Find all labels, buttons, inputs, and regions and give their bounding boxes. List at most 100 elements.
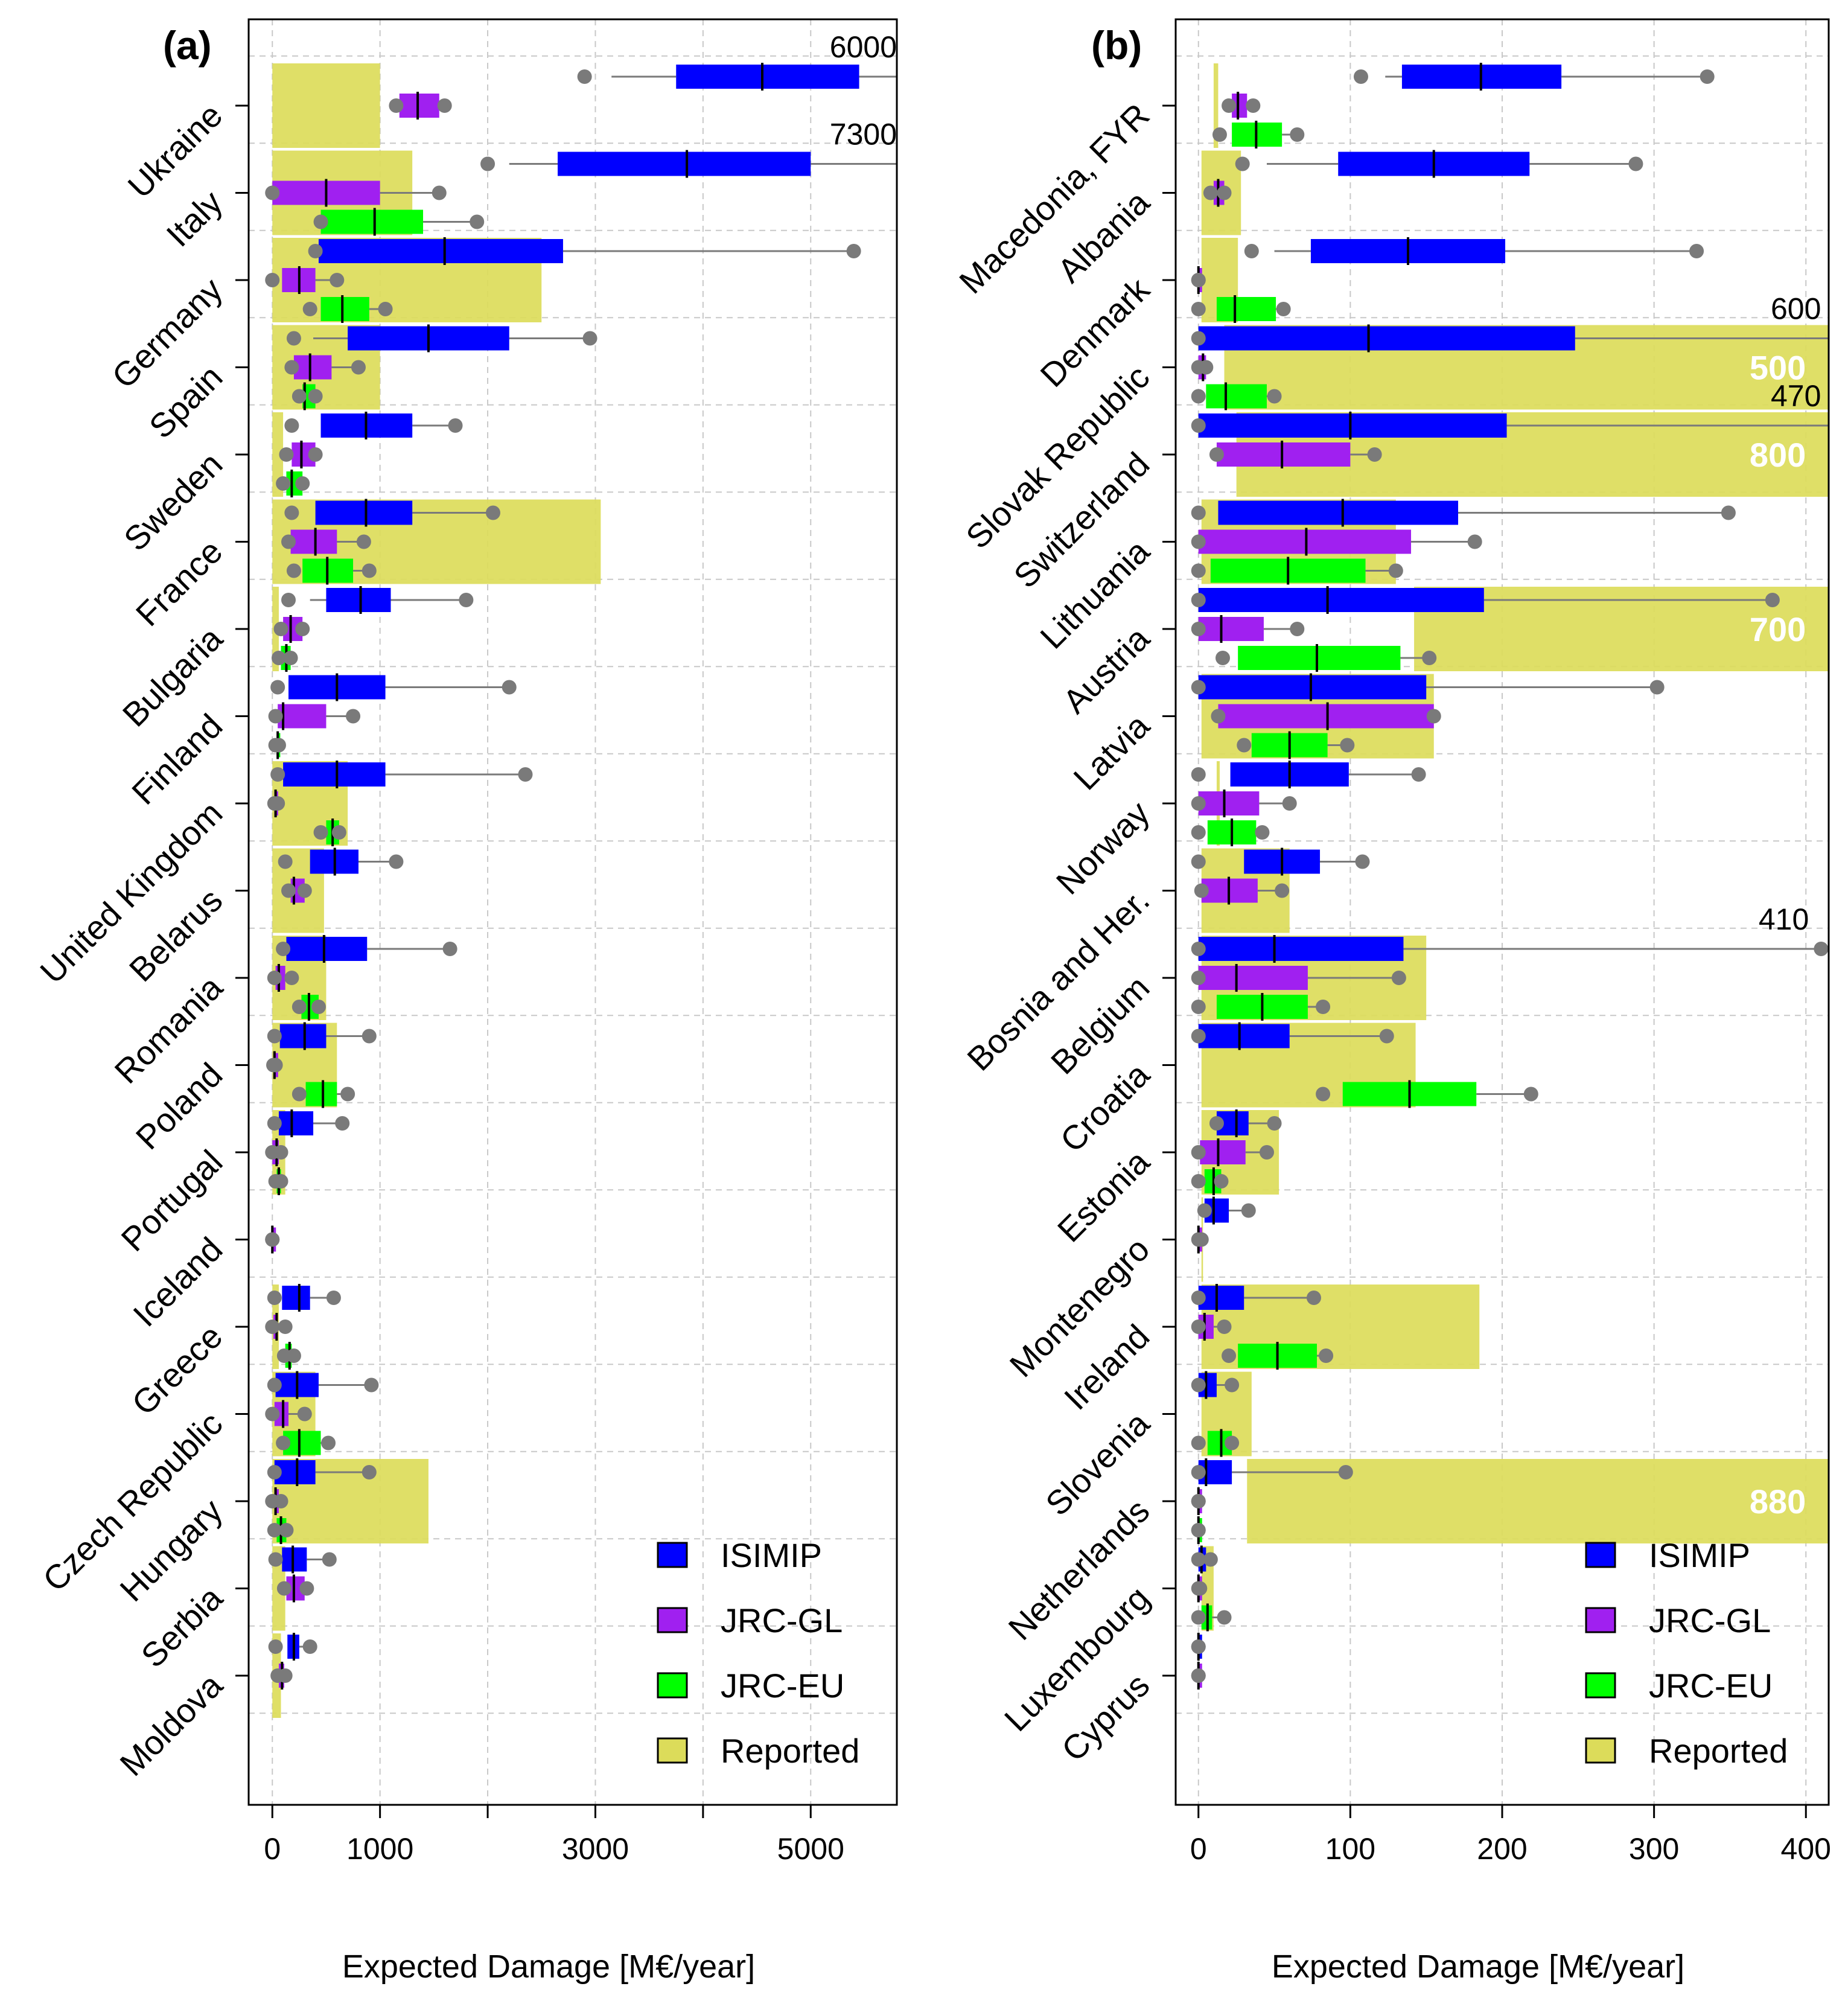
x-axis-label: Expected Damage [M€/year] (1272, 1948, 1684, 1985)
outlier-jrc-eu-romania (311, 1000, 326, 1014)
x-tick-label: 400 (1781, 1832, 1831, 1866)
outlier-jrc-eu-luxembourg (1191, 1610, 1206, 1625)
outlier-jrc-gl-italy (265, 185, 280, 200)
outlier-jrc-gl-belgium (1191, 971, 1206, 985)
x-tick-label: 5000 (777, 1832, 844, 1866)
annotation-reported-austria: 700 (1750, 610, 1806, 648)
outlier-jrc-gl-estonia (1191, 1145, 1206, 1160)
outlier-jrc-eu-belgium (1316, 1000, 1331, 1014)
outlier-jrc-gl-bosnia-and-her (1275, 883, 1290, 898)
outlier-isimip-ireland (1191, 1291, 1206, 1305)
outlier-isimip-estonia (1209, 1116, 1224, 1131)
category-label-estonia: Estonia (1050, 1142, 1157, 1249)
outlier-jrc-gl-germany (265, 273, 280, 287)
outlier-jrc-gl-montenegro (1194, 1232, 1209, 1247)
outlier-jrc-eu-slovenia (1225, 1435, 1240, 1450)
outlier-jrc-gl-belarus (281, 883, 296, 898)
box-jrc-gl-estonia (1200, 1140, 1246, 1164)
box-isimip-greece (282, 1286, 310, 1310)
legend-swatch-jrc-eu (1585, 1672, 1616, 1699)
outlier-isimip-sweden (448, 418, 463, 433)
outlier-jrc-gl-austria (1290, 622, 1305, 636)
annotation-isimip-belgium: 410 (1759, 902, 1809, 936)
outlier-jrc-gl-austria (1191, 622, 1206, 636)
outlier-isimip-italy (480, 156, 495, 171)
outlier-isimip-czech-republic (364, 1377, 379, 1393)
outlier-jrc-gl-greece (265, 1320, 280, 1334)
outlier-jrc-eu-norway (1255, 825, 1270, 840)
box-isimip-italy (558, 152, 811, 176)
outlier-jrc-eu-spain (308, 389, 323, 404)
category-label-italy: Italy (159, 183, 229, 254)
legend-swatch-jrc-eu (657, 1672, 688, 1699)
outlier-jrc-eu-germany (302, 302, 317, 316)
outlier-isimip-poland (267, 1029, 282, 1044)
outlier-jrc-gl-united-kingdom (270, 796, 285, 811)
box-jrc-eu-slovak-republic (1206, 384, 1267, 409)
outlier-jrc-gl-lithuania (1467, 534, 1482, 549)
outlier-isimip-switzerland (1191, 418, 1206, 433)
x-tick-label: 100 (1325, 1832, 1375, 1866)
outlier-isimip-greece (326, 1291, 341, 1305)
annotation-isimip-slovak-republic: 600 (1771, 292, 1821, 326)
legend-swatch-isimip (657, 1542, 688, 1568)
legend-swatch-jrc-gl (657, 1607, 688, 1633)
outlier-jrc-gl-finland (346, 709, 361, 724)
box-jrc-gl-ukraine (399, 94, 439, 118)
outlier-jrc-eu-luxembourg (1217, 1610, 1232, 1625)
outlier-jrc-eu-czech-republic (321, 1435, 336, 1450)
outlier-isimip-romania (442, 942, 457, 956)
annotation-reported-switzerland: 800 (1750, 436, 1806, 474)
reported-bar-ukraine (272, 63, 380, 148)
outlier-jrc-eu-croatia (1316, 1087, 1331, 1102)
outlier-jrc-eu-latvia (1340, 738, 1355, 753)
outlier-jrc-eu-bulgaria (271, 651, 286, 665)
outlier-jrc-eu-austria (1216, 651, 1231, 665)
box-jrc-eu-austria (1238, 646, 1401, 670)
outlier-isimip-denmark (1689, 244, 1704, 258)
outlier-jrc-eu-slovenia (1191, 1435, 1206, 1450)
outlier-isimip-lithuania (1721, 505, 1736, 520)
box-jrc-gl-austria (1198, 617, 1264, 641)
outlier-isimip-montenegro (1241, 1203, 1256, 1218)
x-tick-label: 0 (1190, 1832, 1207, 1866)
outlier-jrc-eu-lithuania (1388, 563, 1403, 578)
outlier-jrc-gl-ukraine (389, 98, 404, 113)
outlier-jrc-gl-france (281, 534, 296, 549)
outlier-jrc-eu-croatia (1523, 1087, 1538, 1102)
outlier-jrc-gl-serbia (276, 1581, 292, 1596)
box-isimip-bulgaria (326, 588, 391, 612)
box-isimip-ireland (1198, 1286, 1244, 1310)
box-isimip-united-kingdom (283, 762, 386, 787)
outlier-isimip-croatia (1379, 1029, 1394, 1044)
box-isimip-lithuania (1218, 500, 1459, 525)
box-isimip-croatia (1198, 1024, 1290, 1048)
x-tick-label: 0 (264, 1832, 281, 1866)
panel-label: (a) (163, 23, 212, 68)
box-jrc-gl-spain (293, 355, 332, 380)
outlier-jrc-gl-macedonia-fyr (1222, 98, 1237, 113)
x-axis-label: Expected Damage [M€/year] (342, 1948, 755, 1985)
outlier-jrc-eu-netherlands (1191, 1523, 1206, 1537)
box-jrc-eu-italy (320, 209, 424, 234)
outlier-jrc-eu-ireland (1319, 1348, 1334, 1363)
outlier-isimip-cyprus (1191, 1639, 1206, 1654)
outlier-jrc-gl-luxembourg (1193, 1581, 1208, 1596)
box-jrc-gl-norway (1198, 791, 1260, 815)
outlier-jrc-eu-hungary (279, 1523, 294, 1537)
annotation-isimip-switzerland: 470 (1771, 379, 1821, 413)
outlier-jrc-eu-belgium (1191, 1000, 1206, 1014)
outlier-jrc-eu-hungary (267, 1523, 282, 1537)
outlier-jrc-eu-germany (378, 302, 393, 316)
outlier-jrc-eu-france (286, 563, 301, 578)
outlier-jrc-gl-albania (1203, 185, 1218, 200)
legend-label-isimip: ISIMIP (1649, 1536, 1750, 1574)
outlier-isimip-bosnia-and-her (1191, 854, 1206, 869)
outlier-jrc-eu-sweden (276, 476, 291, 491)
outlier-isimip-estonia (1267, 1116, 1282, 1131)
outlier-jrc-gl-greece (278, 1320, 293, 1334)
x-tick-label: 300 (1629, 1832, 1679, 1866)
legend-swatch-reported (657, 1737, 688, 1764)
